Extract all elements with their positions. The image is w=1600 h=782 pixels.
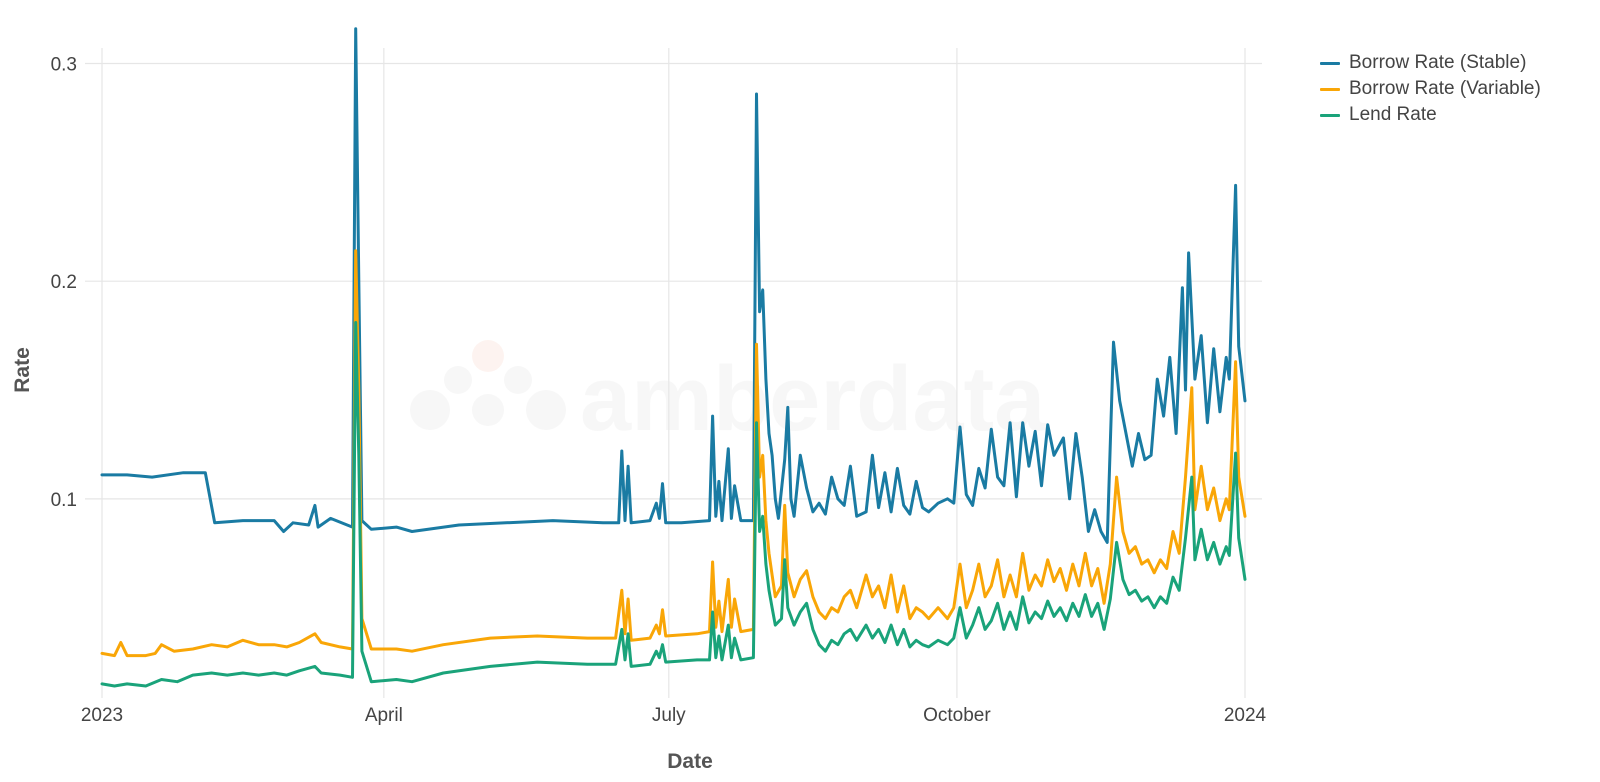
y-tick-labels: 0.1 0.2 0.3 xyxy=(51,55,77,511)
legend-label: Borrow Rate (Variable) xyxy=(1349,78,1541,99)
x-tick-label: 2024 xyxy=(1224,705,1267,726)
x-tick-label: 2023 xyxy=(81,705,123,726)
legend-label: Lend Rate xyxy=(1349,104,1437,125)
series-line-borrow-rate-stable xyxy=(100,27,1247,544)
watermark-text: amberdata xyxy=(580,348,1046,450)
legend-item[interactable]: Lend Rate xyxy=(1320,102,1541,128)
legend-swatch xyxy=(1320,87,1340,91)
y-axis-title: Rate xyxy=(11,347,34,393)
legend-swatch xyxy=(1320,61,1340,65)
amberdata-watermark: amberdata xyxy=(410,340,1046,450)
x-tick-labels: 2023 April July October 2024 xyxy=(81,705,1267,726)
x-gridlines xyxy=(101,48,1246,698)
y-gridlines xyxy=(85,62,1262,500)
legend[interactable]: Borrow Rate (Stable) Borrow Rate (Variabl… xyxy=(1320,50,1541,128)
series-lines xyxy=(100,27,1247,688)
x-tick-label: July xyxy=(652,705,686,726)
x-tick-label: October xyxy=(923,705,991,726)
y-tick-label: 0.3 xyxy=(51,55,77,76)
series-line-lend-rate xyxy=(100,321,1247,688)
y-tick-label: 0.1 xyxy=(51,490,77,511)
legend-item[interactable]: Borrow Rate (Variable) xyxy=(1320,76,1541,102)
legend-item[interactable]: Borrow Rate (Stable) xyxy=(1320,50,1541,76)
series-line-borrow-rate-variable xyxy=(100,249,1247,658)
legend-label: Borrow Rate (Stable) xyxy=(1349,52,1527,73)
y-tick-label: 0.2 xyxy=(51,272,77,293)
x-axis-title: Date xyxy=(667,750,713,773)
legend-swatch xyxy=(1320,113,1340,117)
x-tick-label: April xyxy=(365,705,403,726)
